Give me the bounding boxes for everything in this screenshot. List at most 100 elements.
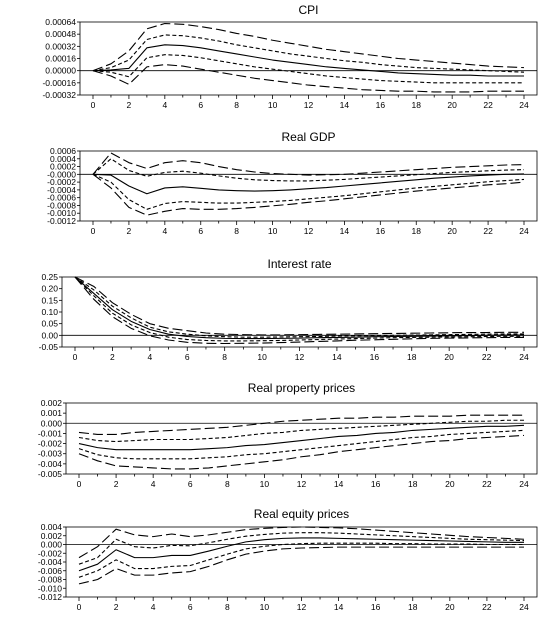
- y-tick-label: -0.002: [38, 548, 62, 558]
- y-tick-label: 0.000: [41, 418, 63, 428]
- x-tick-label: 14: [340, 226, 350, 236]
- series-line-median-response: [92, 44, 524, 77]
- x-tick-label: 22: [483, 226, 493, 236]
- y-tick-label: 0.00048: [45, 29, 76, 39]
- y-tick-label: 0.0002: [50, 162, 76, 172]
- x-tick-label: 22: [482, 352, 492, 362]
- x-tick-label: 14: [334, 602, 344, 612]
- series-line-median-response: [74, 276, 524, 340]
- y-tick-label: 0.0004: [50, 154, 76, 164]
- y-tick-label: -0.05: [39, 342, 59, 352]
- series-line-upper-outer-band: [92, 22, 525, 72]
- x-tick-label: 14: [334, 479, 344, 489]
- series-line-upper-outer-band: [92, 152, 525, 176]
- x-tick-label: 18: [408, 602, 418, 612]
- plot-frame: [79, 21, 538, 96]
- plot-frame: [65, 402, 538, 475]
- panel-real-equity-prices: Real equity prices0.0040.0020.000-0.002-…: [38, 507, 538, 612]
- x-tick-label: 10: [257, 352, 267, 362]
- series-line-upper-inner-band: [74, 276, 524, 338]
- x-tick-label: 6: [188, 479, 193, 489]
- x-tick-label: 2: [114, 602, 119, 612]
- panel-interest-rate: Interest rate 0.25 0.200.15 0.10 0.050.00 -0.…: [39, 257, 538, 362]
- y-tick-label: -0.004: [38, 557, 62, 567]
- x-tick-label: 4: [151, 602, 156, 612]
- y-tick-label: -0.012: [38, 592, 62, 602]
- series-line-upper-outer-band: [78, 526, 525, 559]
- y-tick-label: -0.002: [38, 439, 62, 449]
- series-line-lower-outer-band: [78, 546, 524, 585]
- x-tick-label: 22: [482, 479, 492, 489]
- x-tick-label: 4: [162, 100, 167, 110]
- x-tick-label: 16: [371, 602, 381, 612]
- y-tick-label: 0.25: [41, 272, 58, 282]
- y-tick-label: 0.00000: [45, 66, 76, 76]
- chart-title: CPI: [298, 3, 318, 17]
- y-tick-label: -0.0004: [47, 185, 76, 195]
- y-tick-label: 0.10: [41, 307, 58, 317]
- y-tick-label: 0.00064: [45, 17, 76, 27]
- x-tick-label: 12: [297, 479, 307, 489]
- x-tick-label: 20: [444, 352, 454, 362]
- chart-title: Interest rate: [267, 257, 331, 271]
- y-tick-label: -0.0008: [47, 200, 76, 210]
- x-tick-label: 6: [185, 352, 190, 362]
- chart-title: Real equity prices: [254, 507, 349, 521]
- x-tick-label: 18: [408, 479, 418, 489]
- x-tick-label: 4: [147, 352, 152, 362]
- y-tick-label: 0.05: [41, 319, 58, 329]
- x-tick-label: 2: [127, 100, 132, 110]
- x-tick-label: 12: [304, 226, 314, 236]
- y-tick-label: 0.001: [41, 408, 63, 418]
- y-tick-label: -0.00016: [42, 78, 76, 88]
- x-tick-label: 24: [519, 479, 529, 489]
- panel-real-gdp: Real GDP 0.00060.00040.0002-0.0000-0.0002…: [47, 130, 538, 236]
- x-tick-label: 16: [376, 226, 386, 236]
- y-tick-label: 0.004: [41, 522, 63, 532]
- series-line-upper-outer-band: [78, 414, 524, 435]
- y-tick-label: -0.0012: [47, 216, 76, 226]
- x-tick-label: 2: [127, 226, 132, 236]
- x-tick-label: 8: [225, 602, 230, 612]
- series-line-lower-inner-band: [74, 276, 524, 342]
- y-tick-label: 0.00016: [45, 54, 76, 64]
- series-line-lower-outer-band: [78, 434, 525, 470]
- x-tick-label: 24: [519, 226, 529, 236]
- x-tick-label: 6: [198, 100, 203, 110]
- series-line-lower-outer-band: [92, 173, 525, 216]
- x-tick-label: 6: [198, 226, 203, 236]
- chart-title: Real property prices: [248, 381, 355, 395]
- x-tick-label: 8: [225, 479, 230, 489]
- y-tick-label: -0.008: [38, 575, 62, 585]
- x-tick-label: 22: [482, 602, 492, 612]
- y-tick-label: -0.0000: [47, 169, 76, 179]
- series-line-upper-inner-band: [92, 158, 525, 182]
- x-tick-label: 0: [77, 602, 82, 612]
- y-tick-label: 0.000: [41, 540, 63, 550]
- x-tick-label: 18: [407, 352, 417, 362]
- series-line-upper-outer-band: [74, 276, 524, 336]
- x-tick-label: 20: [447, 100, 457, 110]
- x-tick-label: 4: [162, 226, 167, 236]
- x-tick-label: 24: [519, 100, 529, 110]
- y-tick-label: -0.0002: [47, 177, 76, 187]
- y-tick-label: -0.003: [38, 449, 62, 459]
- x-tick-label: 12: [304, 100, 314, 110]
- x-tick-label: 0: [91, 100, 96, 110]
- x-tick-label: 8: [222, 352, 227, 362]
- series-line-lower-inner-band: [78, 429, 525, 460]
- x-tick-label: 16: [370, 352, 380, 362]
- series-line-lower-outer-band: [92, 64, 524, 93]
- x-tick-label: 10: [260, 602, 270, 612]
- x-tick-label: 20: [447, 226, 457, 236]
- x-tick-label: 0: [73, 352, 78, 362]
- x-tick-label: 18: [412, 226, 422, 236]
- x-tick-label: 12: [295, 352, 305, 362]
- y-tick-label: 0.002: [41, 398, 63, 408]
- series-line-median-response: [78, 537, 524, 572]
- y-tick-label: 0.00032: [45, 41, 76, 51]
- x-tick-label: 12: [297, 602, 307, 612]
- x-tick-label: 2: [114, 479, 119, 489]
- series-line-lower-inner-band: [92, 54, 524, 84]
